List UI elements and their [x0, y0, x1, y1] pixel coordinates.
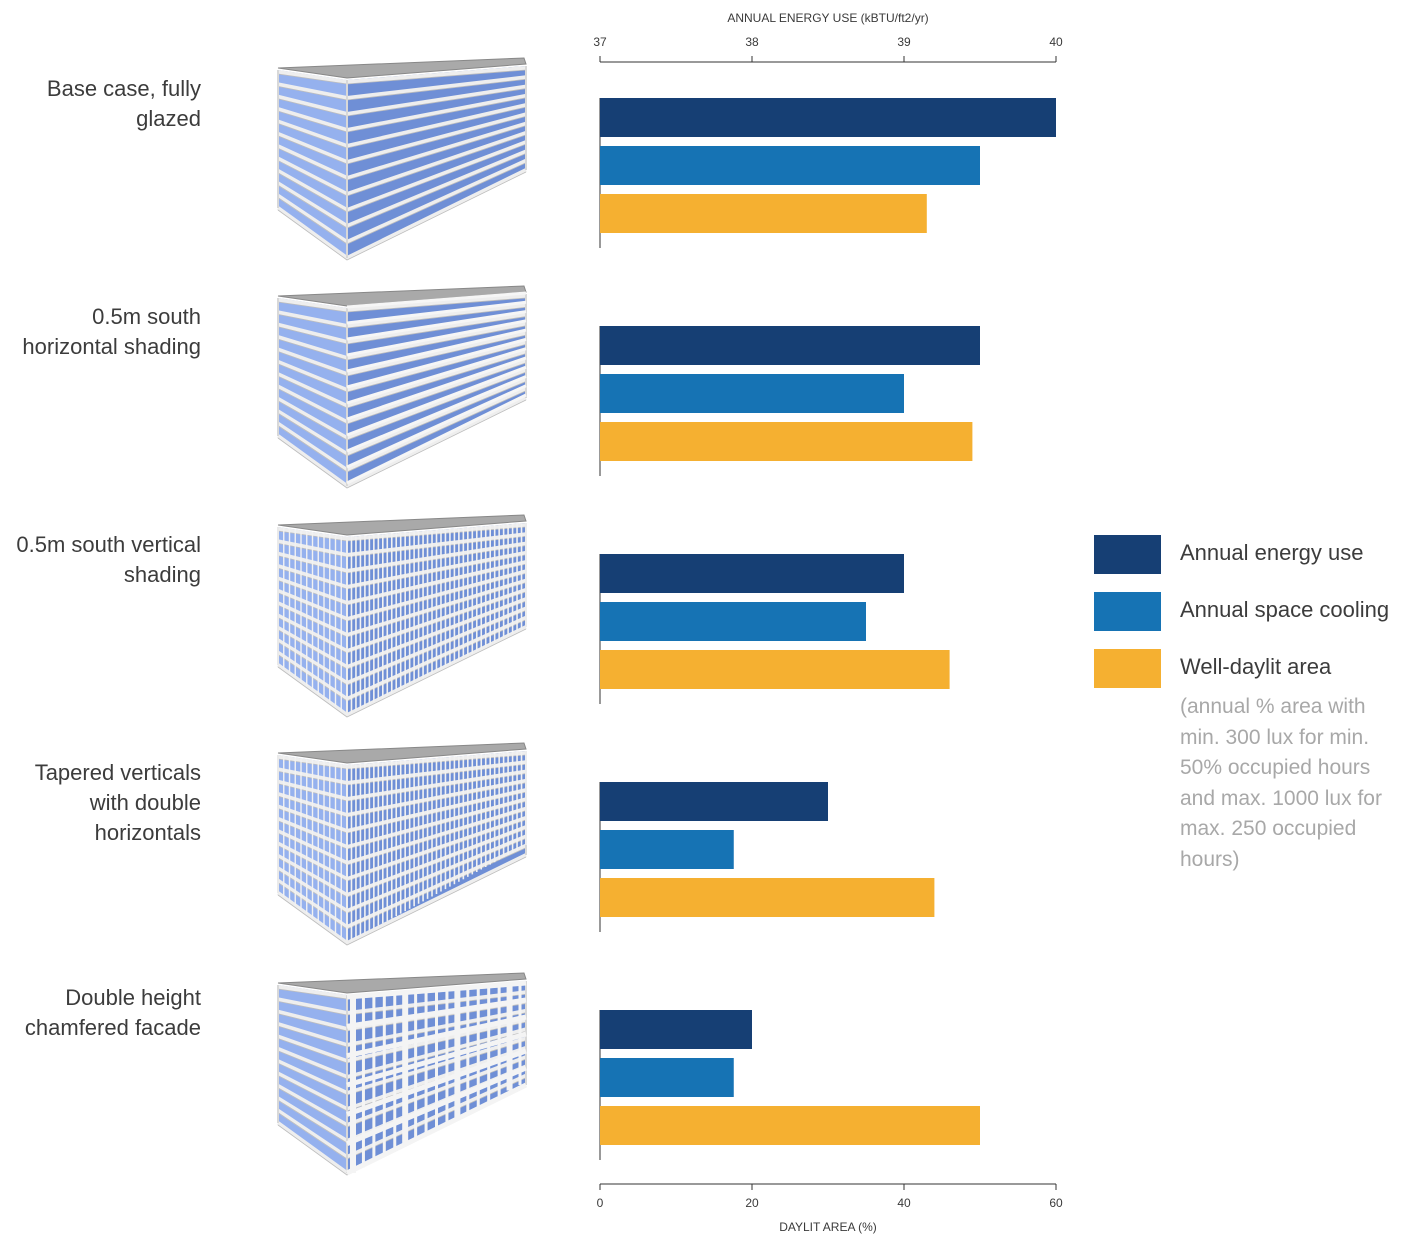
case-label-chamfered: Double height chamfered facade: [0, 983, 201, 1043]
top-axis-title: ANNUAL ENERGY USE (kBTU/ft2/yr): [727, 11, 928, 25]
bottom-axis-tick-label: 60: [1049, 1196, 1063, 1210]
roof: [277, 285, 527, 307]
top-axis-tick-label: 39: [897, 35, 911, 49]
horizontal-fin: [346, 310, 527, 341]
bar-annual-space-cooling: [600, 374, 904, 413]
facade-transom: [346, 1031, 527, 1088]
bar-well-daylit-area: [600, 194, 927, 233]
floor-slab-edge: [277, 171, 527, 261]
case-label-line: horizontals: [94, 820, 201, 845]
case-label-line: 0.5m south: [92, 304, 201, 329]
bar-well-daylit-area: [600, 878, 935, 917]
horizontal-fin: [346, 365, 527, 437]
facade-transom: [346, 1048, 527, 1117]
legend-label-daylit: Well-daylit area: [1180, 654, 1332, 679]
roof: [277, 742, 527, 764]
chart-bars: [600, 98, 1056, 1145]
top-axis-tick-label: 37: [593, 35, 607, 49]
facade-transom: [345, 1082, 528, 1176]
case-label-tapered: Tapered verticals with double horizontal…: [0, 758, 201, 848]
floor-slab-edge: [277, 856, 527, 946]
roof: [277, 972, 527, 994]
case-label-line: glazed: [136, 106, 201, 131]
legend-note: (annual % area with min. 300 lux for min…: [1180, 695, 1382, 871]
top-axis-tick-label: 40: [1049, 35, 1063, 49]
bottom-axis-title: DAYLIT AREA (%): [779, 1220, 877, 1234]
bar-annual-space-cooling: [600, 1058, 734, 1097]
bottom-axis-tick-label: 0: [597, 1196, 604, 1210]
building-fully-glazed-icon: [276, 57, 527, 261]
case-label-line: shading: [123, 562, 201, 587]
legend-swatch-cooling: [1094, 592, 1161, 631]
roof: [277, 514, 527, 536]
facade-transom: [346, 980, 527, 1000]
case-label-line: with double: [89, 790, 201, 815]
legend-swatch-daylit: [1094, 649, 1161, 688]
case-label-line: horizontal shading: [22, 334, 201, 359]
bar-well-daylit-area: [600, 422, 973, 461]
bar-annual-energy-use: [600, 554, 904, 593]
bar-annual-energy-use: [600, 782, 828, 821]
legend-swatch-energy: [1094, 535, 1161, 574]
building-vertical-shading-icon: [276, 514, 527, 718]
building-illustrations: [276, 57, 528, 1176]
top-axis-tick-label: 38: [745, 35, 759, 49]
case-label-line: Double height: [65, 985, 201, 1010]
legend-label-cooling: Annual space cooling: [1180, 597, 1390, 622]
horizontal-fin: [346, 319, 527, 357]
case-label-horizontal: 0.5m south horizontal shading: [0, 302, 201, 362]
case-label-vertical: 0.5m south vertical shading: [0, 530, 201, 590]
case-label-line: 0.5m south vertical: [16, 532, 201, 557]
case-label-line: Base case, fully: [46, 76, 201, 101]
bar-annual-space-cooling: [600, 146, 980, 185]
roof: [277, 57, 527, 79]
horizontal-fin: [346, 375, 527, 453]
horizontal-fin: [346, 356, 527, 421]
horizontal-fin: [346, 300, 527, 325]
floor-slab-edge: [277, 399, 527, 489]
horizontal-fin: [346, 328, 527, 373]
horizontal-fin: [346, 393, 527, 485]
building-chamfered-facade-icon: [276, 972, 528, 1176]
bar-well-daylit-area: [600, 1106, 980, 1145]
bar-annual-energy-use: [600, 1010, 752, 1049]
horizontal-fin: [346, 384, 527, 469]
case-label-line: chamfered facade: [24, 1015, 201, 1040]
case-label-line: Tapered verticals: [34, 760, 201, 785]
horizontal-fin: [346, 347, 527, 405]
horizontal-fin: [346, 337, 527, 389]
building-tapered-verticals-icon: [276, 742, 527, 946]
building-horizontal-shading-icon: [276, 285, 527, 489]
case-label-base: Base case, fully glazed: [0, 74, 201, 134]
bar-annual-space-cooling: [600, 602, 866, 641]
horizontal-fin: [346, 291, 527, 309]
bottom-axis-tick-label: 40: [897, 1196, 911, 1210]
legend-label-energy: Annual energy use: [1180, 540, 1364, 565]
bar-annual-energy-use: [600, 98, 1056, 137]
facade-transom: [346, 1014, 527, 1059]
floor-slab-edge: [277, 628, 527, 718]
bar-annual-energy-use: [600, 326, 980, 365]
facade-transom: [346, 997, 527, 1029]
facade-transom: [346, 1065, 527, 1146]
bottom-axis-tick-label: 20: [745, 1196, 759, 1210]
bar-well-daylit-area: [600, 650, 950, 689]
bar-annual-space-cooling: [600, 830, 734, 869]
